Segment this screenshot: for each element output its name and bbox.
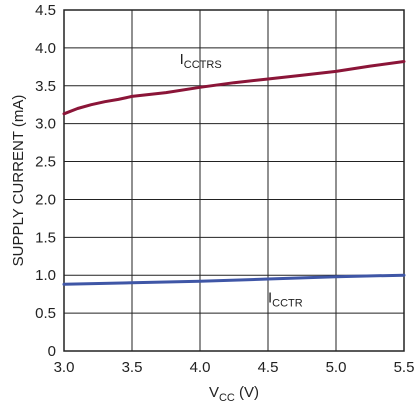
y-tick-label: 1.0 <box>35 267 56 284</box>
series-line-iccrts <box>62 60 406 116</box>
series-label-icctr: ICCTR <box>268 290 303 310</box>
tick-labels: 3.0 3.5 4.0 4.5 5.0 5.5 0 0.5 1.0 1.5 2.0 2.5 3.0 3.5… <box>35 2 414 376</box>
x-axis-label: VCC (V) <box>209 384 259 404</box>
series-layer <box>62 60 406 286</box>
x-tick-label: 3.5 <box>122 359 143 376</box>
y-tick-label: 2.0 <box>35 191 56 208</box>
y-tick-label: 3.5 <box>35 78 56 95</box>
x-tick-label: 5.5 <box>394 359 415 376</box>
x-tick-label: 3.0 <box>54 359 75 376</box>
y-tick-label: 0.5 <box>35 305 56 322</box>
y-tick-label: 4.0 <box>35 40 56 57</box>
x-tick-label: 4.5 <box>258 359 279 376</box>
y-tick-label: 0 <box>48 343 56 360</box>
y-tick-label: 1.5 <box>35 229 56 246</box>
series-line-icctr <box>62 273 406 286</box>
x-tick-label: 5.0 <box>326 359 347 376</box>
x-tick-label: 4.0 <box>190 359 211 376</box>
grid <box>64 10 404 351</box>
y-tick-label: 3.0 <box>35 116 56 133</box>
y-tick-label: 2.5 <box>35 154 56 171</box>
series-label-iccrts: ICCTRS <box>180 51 222 71</box>
plot-frame <box>63 9 405 352</box>
y-tick-label: 4.5 <box>35 2 56 19</box>
y-axis-label: SUPPLY CURRENT (mA) <box>10 95 27 267</box>
